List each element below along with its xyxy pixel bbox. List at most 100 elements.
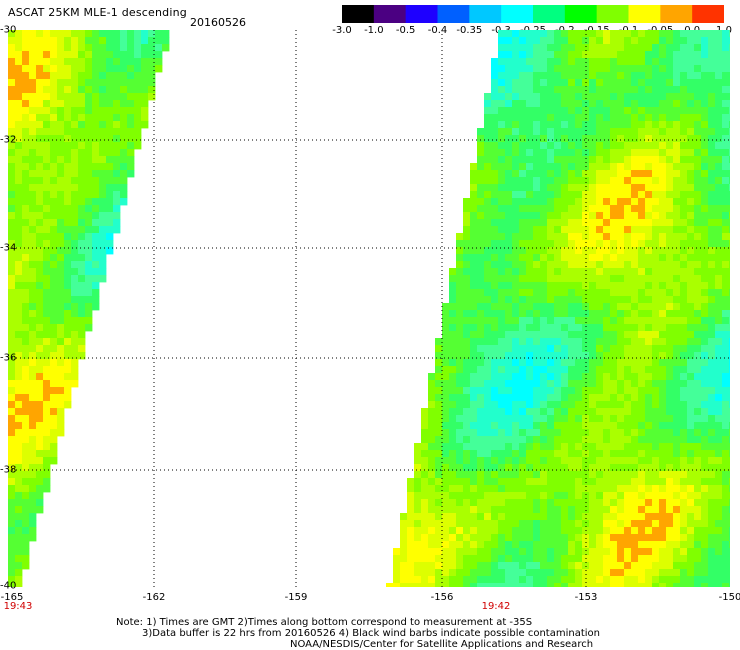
- swath-cell: [680, 233, 688, 241]
- swath-cell: [50, 58, 58, 66]
- swath-cell: [78, 156, 86, 164]
- swath-cell: [64, 44, 72, 52]
- swath-cell: [603, 240, 611, 248]
- swath-cell: [554, 114, 562, 122]
- swath-cell: [491, 135, 499, 143]
- swath-cell: [484, 205, 492, 213]
- swath-cell: [666, 86, 674, 94]
- swath-cell: [589, 373, 597, 381]
- swath-cell: [498, 562, 506, 570]
- swath-cell: [71, 331, 79, 339]
- swath-cell: [99, 149, 107, 157]
- swath-cell: [449, 324, 457, 332]
- swath-cell: [715, 128, 723, 136]
- swath-cell: [729, 415, 730, 423]
- swath-cell: [36, 317, 44, 325]
- swath-cell: [540, 233, 548, 241]
- swath-cell: [491, 121, 499, 129]
- swath-cell: [92, 191, 100, 199]
- swath-cell: [64, 331, 72, 339]
- swath-cell: [547, 86, 555, 94]
- swath-cell: [638, 506, 646, 514]
- swath-cell: [547, 72, 555, 80]
- swath-cell: [708, 513, 716, 521]
- swath-cell: [666, 51, 674, 59]
- swath-cell: [596, 450, 604, 458]
- swath-cell: [708, 457, 716, 465]
- swath-cell: [491, 562, 499, 570]
- swath-cell: [652, 576, 660, 584]
- swath-cell: [589, 541, 597, 549]
- swath-cell: [540, 142, 548, 150]
- swath-cell: [477, 135, 485, 143]
- swath-cell: [610, 212, 618, 220]
- swath-cell: [603, 471, 611, 479]
- swath-cell: [92, 296, 100, 304]
- swath-cell: [645, 289, 653, 297]
- swath-cell: [568, 464, 576, 472]
- swath-cell: [120, 135, 128, 143]
- swath-cell: [666, 527, 674, 535]
- swath-cell: [106, 65, 114, 73]
- swath-cell: [407, 534, 415, 542]
- swath-cell: [526, 401, 534, 409]
- swath-cell: [617, 121, 625, 129]
- swath-cell: [652, 163, 660, 171]
- swath-cell: [624, 534, 632, 542]
- swath-cell: [659, 30, 667, 38]
- swath-cell: [407, 485, 415, 493]
- swath-cell: [29, 450, 37, 458]
- swath-cell: [428, 443, 436, 451]
- swath-cell: [659, 86, 667, 94]
- swath-cell: [449, 555, 457, 563]
- swath-cell: [512, 380, 520, 388]
- swath-cell: [568, 128, 576, 136]
- swath-cell: [722, 401, 730, 409]
- swath-cell: [22, 198, 30, 206]
- swath-cell: [498, 177, 506, 185]
- swath-cell: [589, 44, 597, 52]
- swath-cell: [533, 310, 541, 318]
- swath-cell: [414, 443, 422, 451]
- swath-cell: [624, 58, 632, 66]
- swath-cell: [708, 583, 716, 587]
- swath-cell: [50, 51, 58, 59]
- swath-cell: [547, 30, 555, 38]
- swath-cell: [78, 282, 86, 290]
- swath-cell: [442, 457, 450, 465]
- swath-cell: [617, 65, 625, 73]
- swath-cell: [8, 457, 16, 465]
- swath-cell: [456, 513, 464, 521]
- swath-cell: [673, 345, 681, 353]
- swath-cell: [561, 436, 569, 444]
- swath-cell: [673, 401, 681, 409]
- swath-cell: [470, 534, 478, 542]
- swath-cell: [575, 555, 583, 563]
- swath-cell: [687, 555, 695, 563]
- swath-cell: [456, 478, 464, 486]
- swath-cell: [533, 401, 541, 409]
- swath-cell: [519, 93, 527, 101]
- swath-cell: [568, 212, 576, 220]
- swath-cell: [610, 184, 618, 192]
- swath-cell: [708, 471, 716, 479]
- swath-cell: [631, 338, 639, 346]
- swath-cell: [554, 156, 562, 164]
- swath-cell: [652, 352, 660, 360]
- swath-cell: [428, 583, 436, 587]
- swath-cell: [554, 583, 562, 587]
- swath-cell: [708, 464, 716, 472]
- swath-cell: [71, 226, 79, 234]
- swath-cell: [57, 37, 65, 45]
- swath-cell: [540, 170, 548, 178]
- swath-cell: [554, 457, 562, 465]
- swath-cell: [533, 65, 541, 73]
- swath-cell: [540, 415, 548, 423]
- swath-cell: [708, 366, 716, 374]
- swath-cell: [50, 142, 58, 150]
- swath-cell: [659, 527, 667, 535]
- swath-cell: [666, 30, 674, 38]
- swath-cell: [652, 219, 660, 227]
- swath-cell: [708, 177, 716, 185]
- swath-cell: [477, 268, 485, 276]
